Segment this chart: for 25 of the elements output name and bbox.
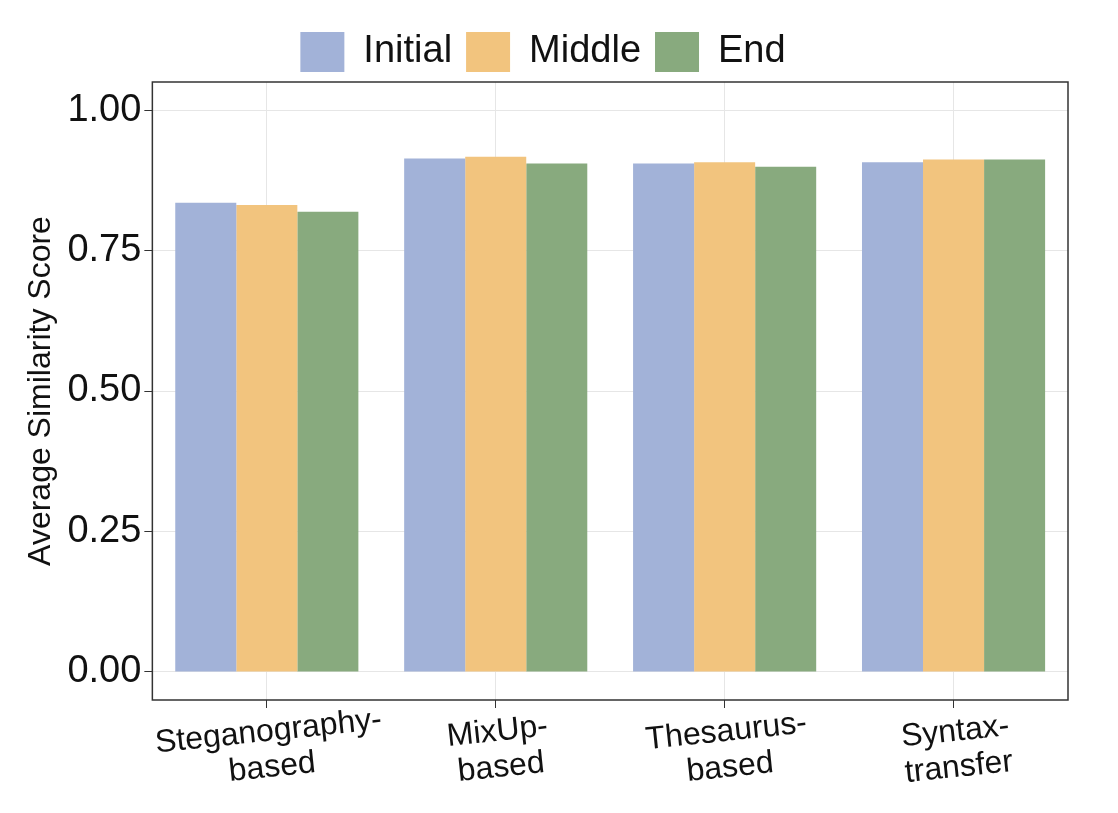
x-tick-label: Syntax-transfer bbox=[899, 706, 1015, 790]
bar bbox=[465, 156, 527, 672]
bar bbox=[236, 205, 298, 672]
y-tick-label: 0.00 bbox=[67, 648, 142, 691]
x-tick-label: MixUp-based bbox=[444, 706, 550, 789]
y-tick-label: 0.25 bbox=[67, 507, 142, 550]
bar bbox=[526, 163, 588, 672]
legend-label: End bbox=[718, 28, 786, 71]
bar bbox=[404, 158, 466, 672]
y-axis-title: Average Similarity Score bbox=[21, 216, 58, 566]
legend-label: Initial bbox=[363, 28, 453, 71]
bar bbox=[694, 162, 756, 672]
bar bbox=[175, 202, 237, 672]
bar bbox=[755, 166, 817, 672]
bar bbox=[923, 159, 985, 672]
x-tick-label: Steganography-based bbox=[153, 699, 384, 789]
legend-label: Middle bbox=[529, 28, 642, 71]
y-tick-label: 0.50 bbox=[67, 367, 142, 410]
y-tick-label: 1.00 bbox=[67, 86, 142, 129]
bar bbox=[297, 211, 359, 672]
bar bbox=[633, 163, 695, 672]
bar bbox=[861, 162, 924, 672]
x-tick-label: Thesaurus-based bbox=[643, 703, 809, 789]
y-tick-label: 0.75 bbox=[67, 227, 142, 270]
bar bbox=[984, 159, 1046, 672]
